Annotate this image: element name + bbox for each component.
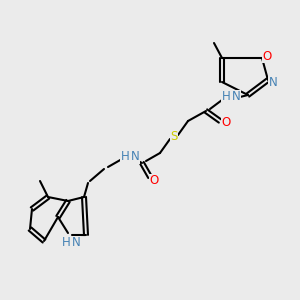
Text: H: H bbox=[61, 236, 70, 250]
Text: N: N bbox=[130, 151, 140, 164]
Text: H: H bbox=[121, 151, 129, 164]
Text: O: O bbox=[149, 175, 159, 188]
Text: S: S bbox=[170, 130, 178, 143]
Text: N: N bbox=[232, 91, 240, 103]
Text: O: O bbox=[262, 50, 272, 62]
Text: H: H bbox=[222, 91, 230, 103]
Text: O: O bbox=[221, 116, 231, 130]
Text: N: N bbox=[72, 236, 80, 250]
Text: N: N bbox=[268, 76, 278, 88]
